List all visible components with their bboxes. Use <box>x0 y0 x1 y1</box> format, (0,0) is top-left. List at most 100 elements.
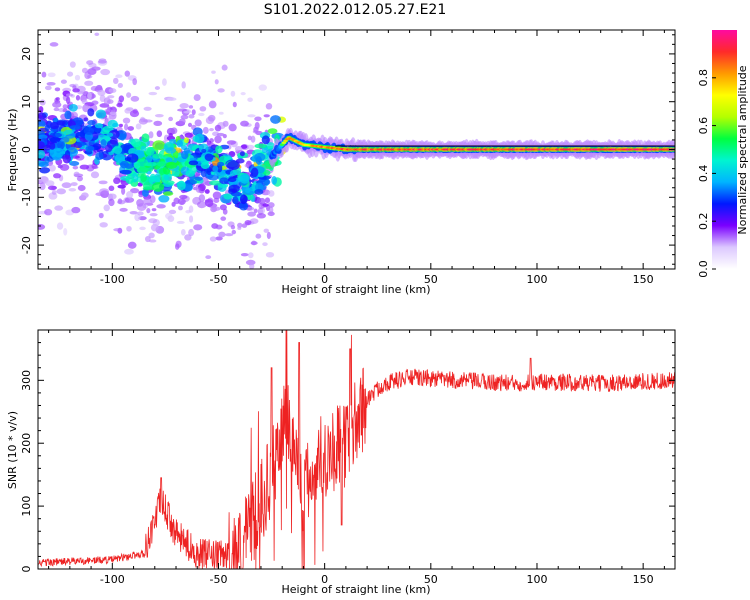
heatmap-cell <box>198 194 206 202</box>
heatmap-cell <box>178 118 186 125</box>
spectrogram-y-ticks: -20 -10 0 10 20 <box>20 34 675 265</box>
heatmap-cell <box>244 163 249 168</box>
heatmap-cell <box>210 206 217 213</box>
heatmap-cell <box>239 151 245 157</box>
heatmap-cell <box>267 128 278 134</box>
heatmap-cell <box>113 177 121 185</box>
heatmap-cell <box>244 188 251 194</box>
x-tick-label: 150 <box>633 273 654 286</box>
heatmap-cell <box>181 81 186 89</box>
heatmap-cell <box>204 153 214 161</box>
heatmap-cell <box>266 231 271 240</box>
x-tick-label: -50 <box>209 573 227 586</box>
heatmap-cell <box>152 140 166 151</box>
heatmap-cell <box>65 96 71 105</box>
heatmap-cell <box>168 209 177 215</box>
heatmap-cell <box>226 140 237 145</box>
heatmap-cell <box>114 153 126 164</box>
heatmap-cell <box>46 81 56 86</box>
heatmap-cell <box>38 106 44 114</box>
heatmap-cell <box>95 152 104 160</box>
heatmap-cell <box>185 179 197 185</box>
heatmap-cell <box>184 132 193 138</box>
heatmap-cell <box>77 184 86 192</box>
heatmap-cell <box>254 143 267 149</box>
heatmap-cell <box>165 180 175 185</box>
heatmap-cell <box>231 229 237 235</box>
heatmap-cell <box>257 173 265 178</box>
heatmap-cell <box>108 88 117 94</box>
heatmap-cell <box>232 101 237 108</box>
heatmap-cell <box>73 171 80 178</box>
heatmap-cell <box>176 220 185 224</box>
heatmap-cell <box>204 198 214 207</box>
heatmap-cell <box>209 180 222 186</box>
heatmap-cell <box>188 228 195 237</box>
heatmap-cell <box>124 197 135 203</box>
heatmap-cell <box>240 252 249 257</box>
heatmap-cell <box>262 203 269 207</box>
heatmap-cell <box>148 218 158 224</box>
heatmap-cell <box>77 91 84 95</box>
heatmap-cell <box>218 111 224 115</box>
figure-title: S101.2022.012.05.27.E21 <box>264 2 447 18</box>
heatmap-cell <box>198 112 205 117</box>
heatmap-cell <box>127 126 134 131</box>
heatmap-cell <box>116 102 123 108</box>
heatmap-cell <box>250 167 259 178</box>
heatmap-cell <box>270 115 281 124</box>
heatmap-cell <box>188 114 195 119</box>
heatmap-cell <box>168 116 174 122</box>
heatmap-cell <box>156 161 168 167</box>
heatmap-cell <box>152 153 163 159</box>
heatmap-cell <box>39 182 46 191</box>
heatmap-cell <box>178 205 183 211</box>
heatmap-cell <box>209 127 214 132</box>
heatmap-cell <box>247 252 254 259</box>
y-tick-label: 300 <box>20 370 33 391</box>
heatmap-cell <box>263 114 270 118</box>
heatmap-cell <box>82 104 90 113</box>
y-tick-label: 200 <box>20 433 33 454</box>
heatmap-cell <box>85 145 95 151</box>
heatmap-cell <box>254 189 264 195</box>
heatmap-cell <box>64 110 72 120</box>
heatmap-cell <box>214 135 222 144</box>
heatmap-cell <box>83 127 95 135</box>
heatmap-cell <box>177 180 186 191</box>
spectrogram-x-label: Height of straight line (km) <box>281 283 430 296</box>
x-tick-label: 0 <box>321 273 328 286</box>
heatmap-cell <box>187 122 193 128</box>
heatmap-cell <box>68 187 77 192</box>
heatmap-cell <box>100 139 107 149</box>
heatmap-cell <box>148 91 158 96</box>
heatmap-cell <box>153 120 163 126</box>
heatmap-cell <box>207 174 219 181</box>
heatmap-cell <box>163 174 170 181</box>
heatmap-cell <box>95 109 107 119</box>
heatmap-cell <box>197 201 207 209</box>
heatmap-cell <box>232 196 239 205</box>
heatmap-cell <box>84 80 94 86</box>
heatmap-cell <box>188 105 194 109</box>
heatmap-cell <box>209 138 214 144</box>
colorbar-tick-label: 0.2 <box>697 212 710 230</box>
heatmap-cell <box>47 72 56 78</box>
heatmap-cell <box>258 84 267 91</box>
heatmap-cell <box>183 137 190 144</box>
y-tick-label: 20 <box>20 47 33 61</box>
heatmap-cell <box>227 160 240 171</box>
heatmap-cell <box>137 158 149 167</box>
heatmap-cell <box>214 79 219 85</box>
heatmap-cell <box>143 106 152 111</box>
heatmap-cell <box>221 64 228 71</box>
heatmap-cell <box>250 241 258 246</box>
heatmap-cell <box>108 185 115 192</box>
heatmap-cell <box>52 132 62 138</box>
heatmap-cell <box>39 167 51 174</box>
heatmap-cell <box>106 132 114 137</box>
heatmap-cell <box>90 171 100 179</box>
heatmap-cell <box>117 184 126 189</box>
heatmap-cell <box>52 101 62 108</box>
y-tick-label: -20 <box>20 236 33 254</box>
